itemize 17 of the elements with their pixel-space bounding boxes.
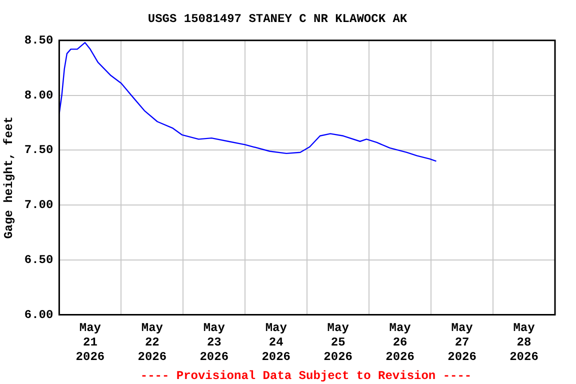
x-tick-label: May 23 2026: [200, 321, 229, 364]
y-tick-label: 7.50: [24, 143, 54, 158]
x-tick-label: May 26 2026: [386, 321, 414, 364]
x-tick-label: May 22 2026: [138, 321, 167, 364]
y-tick-label: 8.00: [24, 88, 54, 102]
x-tick-label: May 27 2026: [448, 321, 476, 364]
y-axis-title: Gage height, feet: [2, 116, 16, 239]
chart-title: USGS 15081497 STANEY C NR KLAWOCK AK: [148, 12, 408, 26]
x-tick-label: May 24 2026: [262, 321, 291, 364]
text: ---- Provisional Data Subject to Revision ----: [140, 369, 472, 384]
x-tick-label: May 25 2026: [324, 321, 352, 364]
x-tick-label: May 21 2026: [76, 321, 105, 364]
y-tick-label: 6.00: [24, 308, 54, 322]
x-tick-label: May 28 2026: [510, 321, 538, 364]
y-tick-label: 7.00: [24, 198, 54, 212]
y-tick-label: 8.50: [24, 33, 54, 48]
y-tick-label: 6.50: [24, 252, 54, 267]
